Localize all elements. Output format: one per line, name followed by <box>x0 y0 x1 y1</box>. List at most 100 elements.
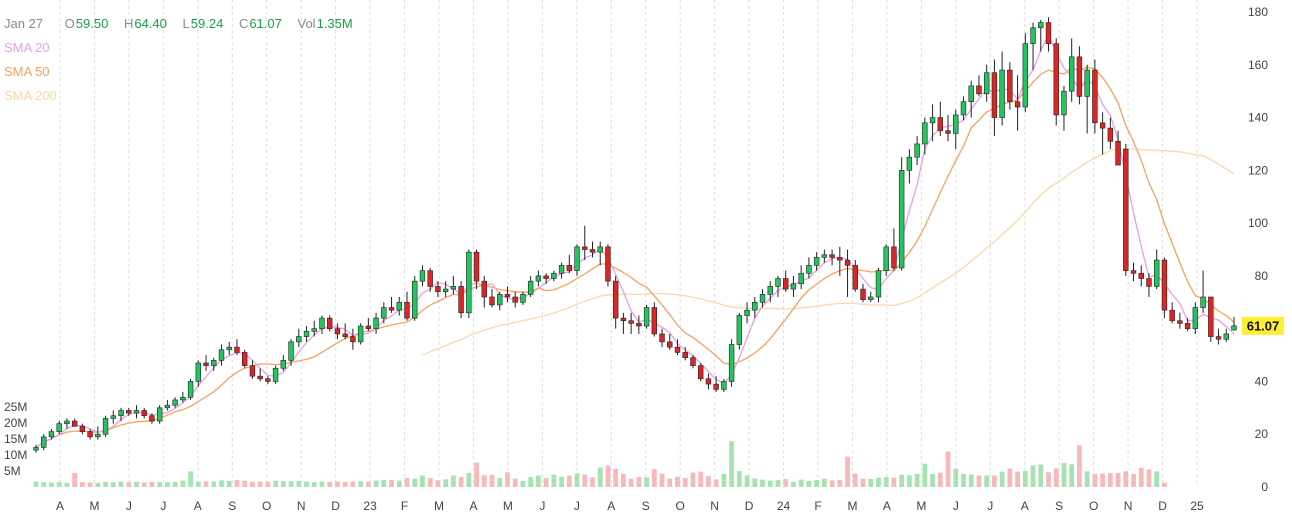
candle-body <box>218 349 225 361</box>
x-tick-label: M <box>503 499 513 513</box>
chart-legend: Jan 27 O59.50 H64.40 L59.24 C61.07 Vol1.… <box>4 12 365 108</box>
candle-body <box>906 156 913 171</box>
candle-body <box>829 254 835 258</box>
high-label: H <box>123 16 134 31</box>
candle-body <box>249 365 256 377</box>
volume-bar <box>33 481 39 487</box>
candle-body <box>149 415 155 422</box>
x-tick-label: M <box>434 499 444 513</box>
volume-bar <box>1131 473 1136 487</box>
candle-body <box>821 254 828 258</box>
candle-body <box>1192 307 1199 329</box>
x-tick-label: O <box>1089 499 1098 513</box>
candle-body <box>319 317 325 329</box>
volume-bar <box>319 481 325 487</box>
volume-bar <box>489 474 495 487</box>
volume-bar <box>1061 463 1067 487</box>
candle-body <box>605 246 611 282</box>
open-label: O <box>64 16 75 31</box>
candle-body <box>1154 259 1160 287</box>
candle-body <box>1215 336 1222 340</box>
candle-body <box>1223 333 1229 340</box>
x-tick-label: A <box>607 499 615 513</box>
volume-bar <box>265 481 271 487</box>
volume-bar <box>535 475 541 487</box>
volume-bar <box>1115 472 1121 487</box>
y-tick-label: 80 <box>1255 269 1269 283</box>
x-tick-label: A <box>883 499 891 513</box>
candle-body <box>1076 56 1083 97</box>
volume-bar <box>257 481 263 487</box>
volume-bar <box>891 477 897 487</box>
candle-body <box>357 325 364 343</box>
candle-body <box>373 317 379 329</box>
volume-bar <box>350 481 356 487</box>
candle-body <box>698 365 704 380</box>
candle-body <box>241 352 248 366</box>
volume-bar <box>335 481 340 487</box>
volume-bar <box>1092 473 1098 487</box>
candle-body <box>164 404 171 409</box>
volume-bar <box>226 480 232 487</box>
volume-bar <box>56 482 62 487</box>
volume-bar <box>1123 471 1129 487</box>
candle-body <box>1146 278 1152 287</box>
y-tick-label: 20 <box>1255 427 1269 441</box>
candle-body <box>41 436 47 448</box>
candle-body <box>535 275 542 282</box>
sma-200-line <box>422 147 1235 356</box>
close-label: C <box>238 16 249 31</box>
sma-20-legend: SMA 20 <box>4 40 50 55</box>
y-tick-label: 120 <box>1248 163 1268 177</box>
candle-body <box>643 307 650 327</box>
volume-bar <box>373 480 379 487</box>
candle-body <box>350 336 356 343</box>
candle-body <box>211 360 217 366</box>
volume-bar <box>365 481 371 487</box>
volume-bar <box>752 478 758 487</box>
candle-body <box>296 336 302 343</box>
candle-body <box>48 431 55 438</box>
volume-bar <box>760 479 765 487</box>
volume-bar <box>922 463 928 487</box>
candle-body <box>141 410 147 417</box>
legend-date: Jan 27 <box>4 16 44 31</box>
candle-body <box>852 265 858 290</box>
candle-body <box>520 294 526 303</box>
volume-tick-label: 15M <box>4 432 27 446</box>
candle-body <box>1038 22 1044 29</box>
volume-bar <box>736 471 742 487</box>
candle-body <box>473 251 480 282</box>
candle-body <box>126 410 132 414</box>
candle-body <box>412 280 418 319</box>
candle-body <box>783 278 789 290</box>
open-value: 59.50 <box>75 16 109 31</box>
volume-bar <box>164 482 170 487</box>
candle-body <box>1068 56 1075 92</box>
candle-body <box>674 346 681 353</box>
candle-body <box>589 249 596 253</box>
volume-label: Vol <box>297 16 316 31</box>
x-tick-label: A <box>1021 499 1029 513</box>
volume-bar <box>1146 469 1152 487</box>
candle-body <box>728 344 735 382</box>
volume-bar <box>342 481 348 487</box>
candle-body <box>1022 43 1029 108</box>
volume-bar <box>474 462 479 487</box>
candle-body <box>813 257 820 266</box>
x-tick-label: N <box>1124 499 1133 513</box>
candle-body <box>806 265 812 274</box>
x-tick-label: A <box>469 499 477 513</box>
volume-bar <box>651 469 657 487</box>
candle-body <box>156 407 163 422</box>
candle-body <box>1169 309 1175 322</box>
volume-bar <box>791 481 796 487</box>
volume-bar <box>450 475 456 487</box>
candle-body <box>435 286 441 293</box>
candle-body <box>1231 325 1237 331</box>
last-price-badge <box>1242 316 1284 335</box>
candle-body <box>558 265 565 274</box>
volume-bar <box>497 478 503 487</box>
x-tick-label: J <box>953 499 959 513</box>
candle-body <box>527 280 534 295</box>
